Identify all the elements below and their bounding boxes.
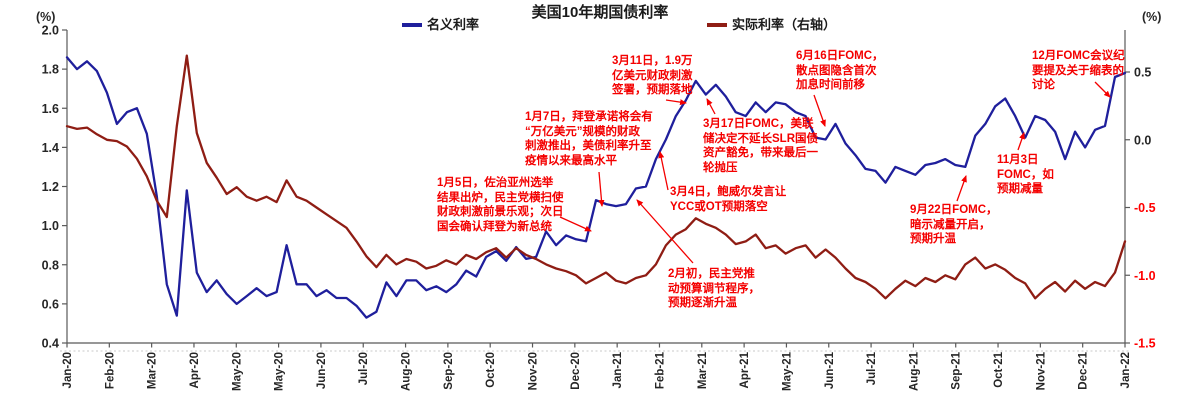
x-axis-tick-label: Mar-20 xyxy=(147,352,159,389)
real-rate-legend-dash-icon xyxy=(707,23,727,27)
annotation-arrow-dec-fomc-minutes-qt xyxy=(1094,81,1111,98)
x-axis-tick-label: Jun-21 xyxy=(824,351,836,389)
x-axis-tick-label: Dec-20 xyxy=(570,352,582,390)
x-axis-tick-label: Aug-20 xyxy=(401,352,413,391)
x-axis-tick-label: Jul-21 xyxy=(866,351,878,385)
x-axis-tick-label: Jan-22 xyxy=(1120,352,1132,388)
x-axis-tick-label: Jul-20 xyxy=(358,352,370,385)
legend-item-real-rate: 实际利率（右轴） xyxy=(707,18,836,32)
left-axis-tick-label: 1.0 xyxy=(42,219,59,233)
real-rate-line xyxy=(65,54,1127,300)
x-axis-tick-label: May-20 xyxy=(231,352,243,391)
left-axis-tick-label: 1.6 xyxy=(42,102,59,116)
legend-label-real-rate: 实际利率（右轴） xyxy=(732,17,837,32)
x-axis-tick-label: Oct-20 xyxy=(485,352,497,388)
annotation-arrow-feb-budget-reconciliation xyxy=(636,199,694,264)
right-axis-unit-label: (%) xyxy=(1142,10,1162,24)
left-axis-tick-label: 1.2 xyxy=(42,180,59,194)
x-axis-tick-label: Jun-20 xyxy=(316,352,328,389)
annotation-arrow-jun16-fomc-dots xyxy=(813,94,826,127)
x-axis-tick-label: Feb-21 xyxy=(654,351,666,389)
annotation-arrow-mar17-fomc-slr xyxy=(706,98,716,115)
left-axis-tick-label: 0.6 xyxy=(42,297,59,311)
x-axis-tick-label: Mar-21 xyxy=(697,351,709,389)
x-axis-tick-label: Feb-20 xyxy=(104,352,116,389)
left-axis-tick-label: 2.0 xyxy=(42,24,59,38)
x-axis-tick-label: Sep-21 xyxy=(951,351,963,389)
left-axis-tick-label: 0.4 xyxy=(42,337,59,351)
left-axis-tick-label: 1.8 xyxy=(42,63,59,77)
annotation-arrow-mar4-powell-ycc xyxy=(658,151,669,191)
x-axis-tick-label: Nov-21 xyxy=(1035,351,1047,390)
right-axis-tick-label: -0.5 xyxy=(1134,201,1156,215)
nominal-rate-legend-dash-icon xyxy=(402,23,422,27)
x-axis-tick-label: Apr-20 xyxy=(189,352,201,388)
legend-label-nominal-rate: 名义利率 xyxy=(427,17,480,32)
x-axis-tick-label: Sep-20 xyxy=(443,352,455,390)
x-axis-tick-label: Jan-21 xyxy=(612,351,624,388)
annotation-arrow-mar11-stimulus-signed xyxy=(665,99,687,106)
left-axis-tick-label: 1.4 xyxy=(42,141,59,155)
page-title: 美国10年期国债利率 xyxy=(531,4,669,21)
x-axis-tick-label: May-21 xyxy=(781,351,793,391)
left-axis-unit-label: (%) xyxy=(36,10,56,24)
right-axis-tick-label: -1.0 xyxy=(1134,269,1156,283)
x-axis-tick-label: Aug-21 xyxy=(908,351,920,391)
legend-item-nominal-rate: 名义利率 xyxy=(402,18,479,32)
right-axis-tick-label: 0.5 xyxy=(1134,66,1151,80)
nominal-rate-line xyxy=(65,56,1127,319)
right-axis-tick-label: -1.5 xyxy=(1134,337,1156,351)
x-axis-tick-label: Jan-20 xyxy=(62,352,74,388)
x-axis-tick-label: Nov-20 xyxy=(528,352,540,390)
annotation-arrow-nov3-fomc-taper xyxy=(1017,132,1025,151)
annotation-arrow-sep22-fomc-taper-hint xyxy=(956,175,967,202)
x-axis-tick-label: Apr-21 xyxy=(739,351,751,388)
annotation-arrow-jan7-biden-stimulus xyxy=(598,171,605,207)
annotation-arrow-jan5-georgia xyxy=(559,216,592,232)
x-axis-tick-label: Dec-21 xyxy=(1078,351,1090,389)
x-axis-tick-label: May-20 xyxy=(274,352,286,391)
x-axis-tick-label: Oct-21 xyxy=(993,351,1005,387)
left-axis-tick-label: 0.8 xyxy=(42,258,59,272)
right-axis-tick-label: 0.0 xyxy=(1134,133,1151,147)
